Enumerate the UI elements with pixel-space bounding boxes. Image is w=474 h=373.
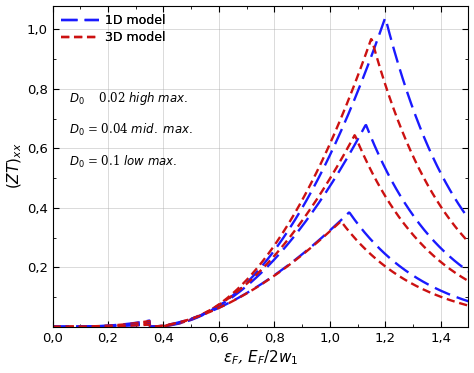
Y-axis label: $(ZT)_{xx}$: $(ZT)_{xx}$	[6, 143, 24, 189]
Text: $D_0$ = 0.1 $\it{low\ max.}$: $D_0$ = 0.1 $\it{low\ max.}$	[69, 154, 178, 170]
X-axis label: $\varepsilon_{F}$, $E_F/2w_1$: $\varepsilon_{F}$, $E_F/2w_1$	[223, 349, 298, 367]
Text: $D_0$    0.02 $\it{high\ max.}$: $D_0$ 0.02 $\it{high\ max.}$	[69, 90, 188, 107]
Legend: 1D model, 3D model: 1D model, 3D model	[56, 9, 171, 49]
Text: $D_0$ = 0.04 $\it{mid.\ max.}$: $D_0$ = 0.04 $\it{mid.\ max.}$	[69, 122, 193, 138]
